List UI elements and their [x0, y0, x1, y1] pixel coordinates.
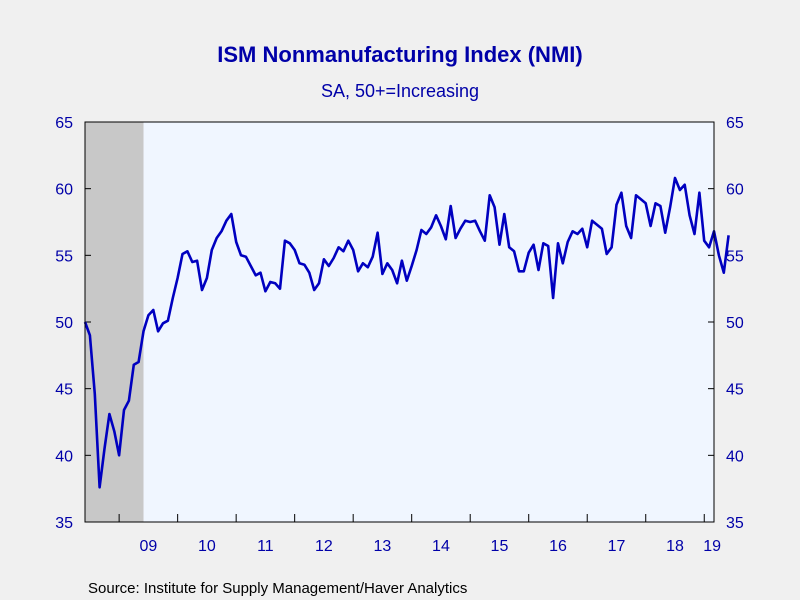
y-axis-right-labels: 35 40 45 50 55 60 65 [726, 115, 744, 532]
y-tick-label-left: 50 [55, 315, 73, 332]
x-tick-label: 09 [139, 538, 157, 555]
x-tick-label: 12 [315, 538, 333, 555]
y-tick-label-right: 50 [726, 315, 744, 332]
chart-title: ISM Nonmanufacturing Index (NMI) [217, 42, 582, 67]
y-tick-label-left: 65 [55, 115, 73, 132]
x-tick-label: 15 [491, 538, 509, 555]
x-tick-label: 13 [374, 538, 392, 555]
x-axis-labels: 09 10 11 12 13 14 15 16 17 18 19 [139, 538, 721, 555]
x-tick-label: 14 [432, 538, 450, 555]
y-tick-label-right: 60 [726, 182, 744, 199]
y-tick-label-left: 45 [55, 382, 73, 399]
plot-frame [84, 121, 715, 523]
y-axis-left-labels: 35 40 45 50 55 60 65 [55, 115, 73, 532]
chart-subtitle: SA, 50+=Increasing [321, 81, 479, 101]
recession-shading [85, 122, 144, 522]
y-tick-label-left: 35 [55, 515, 73, 532]
x-tick-label: 16 [549, 538, 567, 555]
x-tick-label: 10 [198, 538, 216, 555]
source-note: Source: Institute for Supply Management/… [88, 580, 467, 597]
x-tick-label: 11 [257, 538, 274, 555]
x-tick-label: 19 [703, 538, 721, 555]
y-tick-label-right: 40 [726, 448, 744, 465]
y-tick-label-right: 55 [726, 248, 744, 265]
x-tick-label: 17 [608, 538, 626, 555]
y-tick-label-left: 55 [55, 248, 73, 265]
plot-area [85, 122, 714, 522]
y-tick-label-left: 40 [55, 448, 73, 465]
series-line-nmi [83, 176, 730, 489]
y-tick-label-right: 35 [726, 515, 744, 532]
y-tick-label-right: 65 [726, 115, 744, 132]
y-tick-label-left: 60 [55, 182, 73, 199]
y-tick-label-right: 45 [726, 382, 744, 399]
x-tick-label: 18 [666, 538, 684, 555]
